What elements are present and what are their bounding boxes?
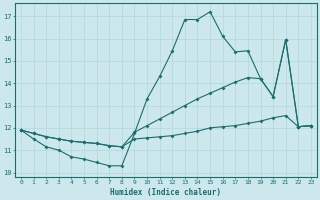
X-axis label: Humidex (Indice chaleur): Humidex (Indice chaleur): [110, 188, 221, 197]
